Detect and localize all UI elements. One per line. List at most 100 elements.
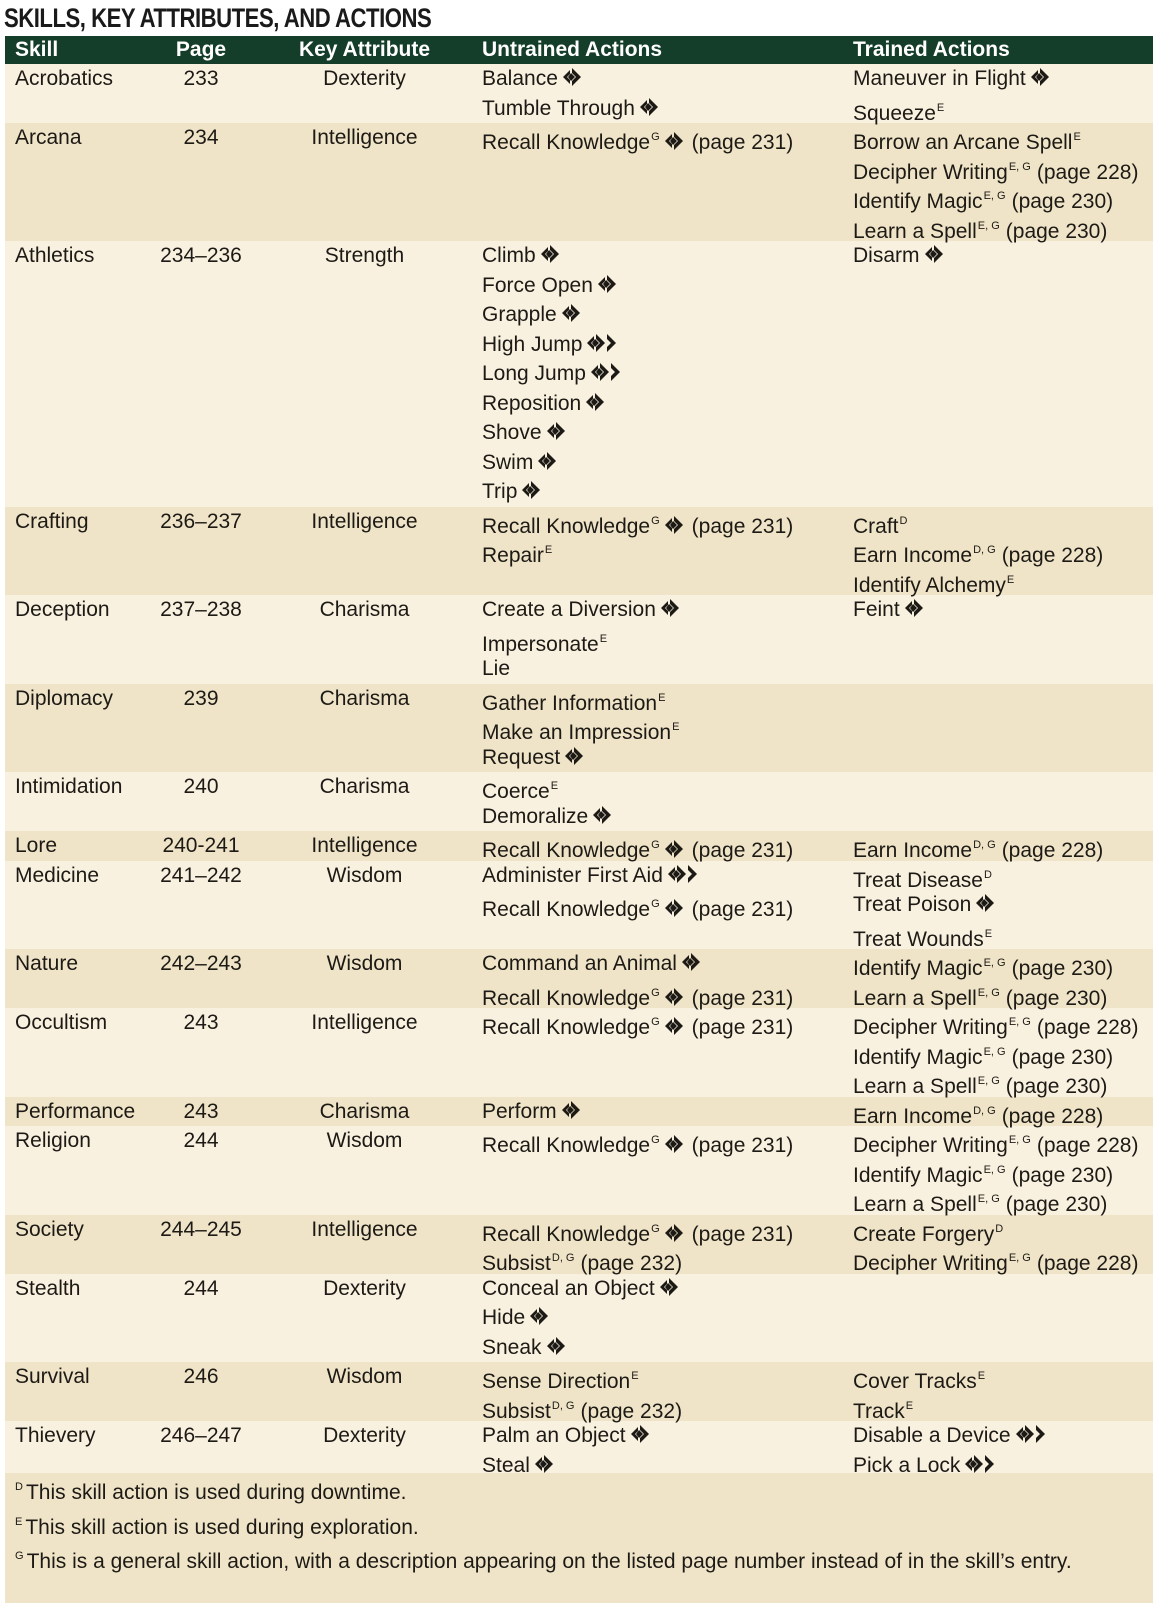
trained-action: Earn IncomeD, G (page 228) (853, 831, 1153, 862)
skill-page: 239 (183, 686, 219, 710)
two-action-icon (667, 864, 697, 883)
action-name: Cover Tracks (853, 1370, 977, 1393)
action-name: Borrow an Arcane Spell (853, 131, 1073, 154)
single-action-icon (597, 274, 616, 293)
untrained-action: Gather InformationE (482, 684, 843, 715)
trained-action: Earn IncomeD, G (page 228) (853, 536, 1153, 567)
action-name: Palm an Object (482, 1424, 626, 1447)
footnote-text: This is a general skill action, with a d… (26, 1550, 1072, 1573)
action-name: Balance (482, 67, 558, 90)
untrained-actions-cell: Balance Tumble Through (472, 64, 843, 123)
footnote-text: This skill action is used during downtim… (25, 1481, 407, 1504)
footnote-marker: D, G (551, 1399, 575, 1412)
untrained-action: Conceal an Object (482, 1274, 843, 1304)
untrained-action: Make an ImpressionE (482, 713, 843, 744)
single-action-icon (565, 746, 584, 765)
footnote-marker: D (899, 514, 908, 527)
action-name: Recall Knowledge (482, 1016, 651, 1039)
footnote-marker: E, G (1008, 1252, 1031, 1264)
table-row: Stealth 244 Dexterity Conceal an Object Hide… (5, 1273, 1153, 1362)
skill-page: 236–237 (160, 509, 242, 533)
table-row: Arcana 234 Intelligence Recall KnowledgeG (p… (5, 123, 1153, 243)
skill-page: 244–245 (160, 1217, 242, 1241)
single-action-icon (546, 422, 565, 440)
action-name: Pick a Lock (853, 1453, 961, 1477)
key-attribute: Intelligence (311, 1217, 418, 1241)
single-action-icon (1030, 68, 1049, 86)
action-name: Create a Diversion (482, 598, 656, 621)
trained-actions-cell: Decipher WritingE, G (page 228) Identify M… (843, 1126, 1153, 1216)
table-row: Society 244–245 Intelligence Recall Knowled… (5, 1214, 1153, 1275)
action-name: Learn a Spell (853, 1075, 977, 1098)
trained-action: Cover TracksE (853, 1362, 1153, 1393)
page-reference: (page 232) (580, 1252, 683, 1275)
trained-actions-cell: Identify MagicE, G (page 230) Learn a Spel… (843, 949, 1153, 1010)
trained-action: Earn IncomeD, G (page 228) (853, 1097, 1153, 1128)
untrained-action: Create a Diversion (482, 595, 843, 625)
key-attribute: Dexterity (323, 67, 406, 90)
table-row: Thievery 246–247 Dexterity Palm an Object St… (5, 1421, 1153, 1480)
page-reference: (page 231) (691, 986, 794, 1010)
table-row: Performance 243 Charisma Perform Earn Income… (5, 1096, 1153, 1128)
single-action-icon (522, 481, 541, 499)
single-action-icon (546, 1336, 565, 1355)
trained-action: Identify MagicE, G (page 230) (853, 949, 1153, 980)
skill-page: 241–242 (160, 863, 242, 887)
untrained-action: Balance (482, 64, 843, 94)
table-row: Religion 244 Wisdom Recall KnowledgeG (page … (5, 1126, 1153, 1216)
action-name: Repair (482, 544, 544, 567)
single-action-icon (540, 245, 559, 263)
untrained-actions-cell: Create a Diversion ImpersonateE Lie (472, 595, 843, 684)
key-attribute: Intelligence (311, 509, 418, 533)
action-name: Disarm (853, 244, 920, 267)
action-name: Subsist (482, 1252, 551, 1275)
footnote-marker: G (651, 1016, 660, 1028)
action-name: Feint (853, 598, 900, 621)
footnote-marker: E, G (977, 1193, 1000, 1205)
table-body: Acrobatics 233 Dexterity Balance Tumble Thro… (5, 64, 1153, 1480)
skill-name: Athletics (15, 244, 95, 267)
untrained-action: Demoralize (482, 802, 843, 832)
single-action-icon (538, 451, 557, 470)
trained-action: CraftD (853, 507, 1153, 538)
action-name: Decipher Writing (853, 160, 1008, 184)
footnote-marker: E (936, 101, 945, 114)
untrained-action: SubsistD, G (page 232) (482, 1244, 843, 1275)
untrained-actions-cell: Recall KnowledgeG (page 231) (472, 123, 843, 241)
action-name: Identify Magic (853, 190, 983, 213)
skill-page: 244 (183, 1276, 219, 1300)
action-name: Identify Magic (853, 1045, 983, 1069)
action-name: Decipher Writing (853, 1134, 1008, 1157)
trained-actions-cell (843, 684, 1153, 773)
trained-action: Learn a SpellE, G (page 230) (853, 1185, 1153, 1216)
action-name: Request (482, 745, 561, 769)
key-attribute: Intelligence (311, 126, 418, 149)
key-attribute: Dexterity (323, 1276, 406, 1300)
untrained-action: Grapple (482, 300, 843, 330)
action-name: Earn Income (853, 839, 973, 862)
action-name: Recall Knowledge (482, 514, 651, 538)
footnote-marker: D (995, 1222, 1004, 1235)
single-action-icon (664, 987, 683, 1006)
action-name: Treat Poison (853, 893, 972, 916)
footnote: D This skill action is used during downti… (5, 1473, 1153, 1508)
untrained-action: Shove (482, 418, 843, 448)
footnote-marker: G (651, 131, 660, 143)
action-name: Gather Information (482, 691, 658, 715)
trained-actions-cell: Earn IncomeD, G (page 228) (843, 831, 1153, 862)
untrained-actions-cell: Administer First Aid Recall KnowledgeG (pa… (472, 861, 843, 950)
action-name: Steal (482, 1453, 530, 1477)
trained-action: Treat DiseaseD (853, 861, 1153, 892)
single-action-icon (530, 1307, 549, 1325)
action-name: Create Forgery (853, 1222, 995, 1246)
table-row: Acrobatics 233 Dexterity Balance Tumble Thro… (5, 64, 1153, 125)
page-reference: (page 228) (1001, 1104, 1104, 1128)
action-name: Sense Direction (482, 1370, 631, 1393)
footnote-marker: E, G (1008, 160, 1031, 173)
skill-name: Lore (15, 834, 58, 857)
footnotes: D This skill action is used during downti… (5, 1473, 1153, 1603)
skill-page: 244 (183, 1129, 219, 1152)
trained-action: Maneuver in Flight (853, 64, 1153, 94)
footnote-marker: E (631, 1370, 639, 1382)
